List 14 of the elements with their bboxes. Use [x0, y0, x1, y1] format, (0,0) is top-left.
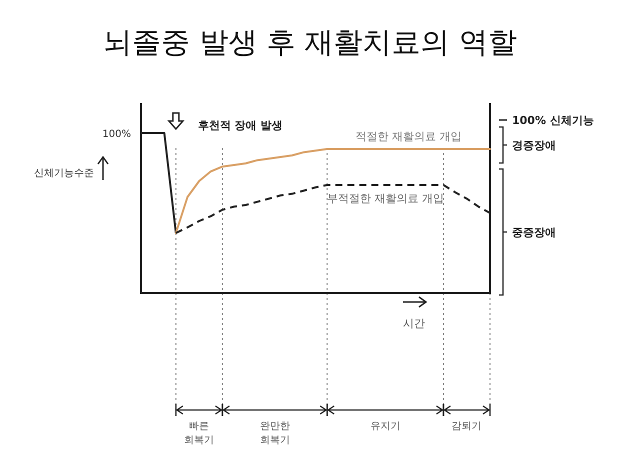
text: 100% 신체기능 [512, 114, 594, 127]
text: 중증장애 [512, 226, 556, 239]
series-label: 부적절한 재활의료 개입 [326, 192, 444, 205]
x-axis-title: 시간 [403, 317, 425, 330]
text: 후천적 장애 발생 [198, 119, 283, 132]
text: 감퇴기 [452, 421, 482, 432]
text: 100% [102, 129, 131, 140]
text: 완만한 회복기 [260, 421, 290, 446]
y-axis-title: 신체기능수준 [34, 168, 94, 179]
series-label: 적절한 재활의료 개입 [356, 130, 462, 143]
text: 유지기 [370, 421, 400, 432]
text: 빠른 회복기 [184, 421, 214, 446]
text: 경증장애 [512, 139, 556, 152]
chart-title: 뇌졸중 발생 후 재활치료의 역할 [103, 25, 517, 59]
